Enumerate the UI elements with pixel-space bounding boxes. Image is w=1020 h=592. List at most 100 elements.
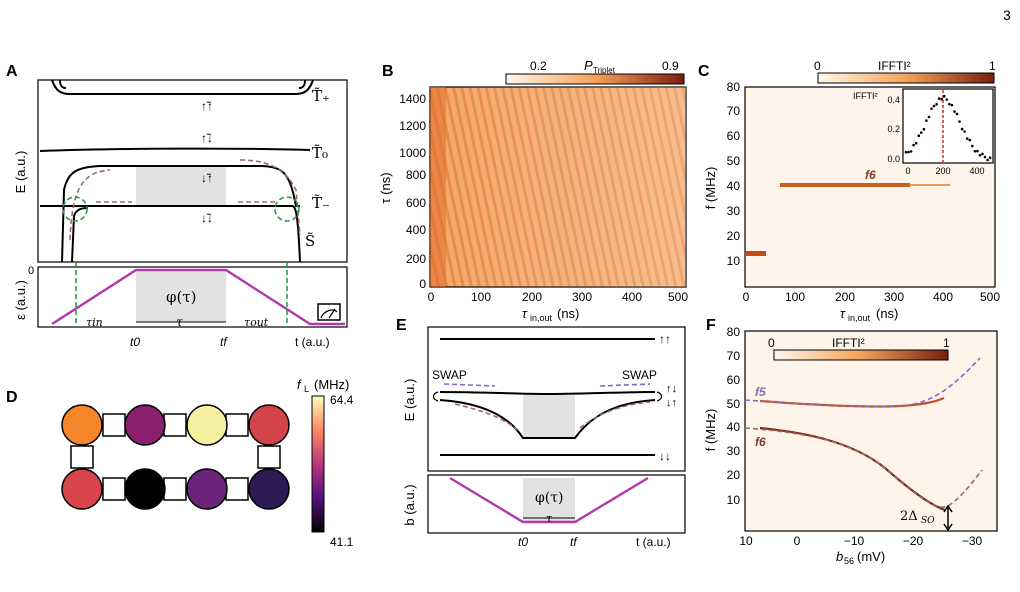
delta-sub: SO <box>921 516 935 526</box>
colorbar-f-label: IFFTI² <box>832 336 865 350</box>
xlabel-f-unit: (mV) <box>857 549 885 564</box>
colorbar-f <box>773 349 949 361</box>
panel-label-f: F <box>706 317 716 334</box>
ytick-c-40: 40 <box>727 179 741 193</box>
low-freq-band <box>746 251 766 256</box>
t0-label: t0 <box>130 335 140 349</box>
f6-line <box>780 183 910 187</box>
barrier <box>257 445 281 469</box>
colorbar-d-label: f <box>297 377 302 392</box>
xticks-b: 0 100 200 300 400 500 <box>428 290 689 304</box>
delta-label: 2Δ <box>900 509 918 524</box>
panel-label-c: C <box>698 63 710 80</box>
inset-point <box>945 98 949 101</box>
anticrossing-right <box>274 196 300 222</box>
panel-label-e: E <box>396 317 407 334</box>
ylabel-b: τ (ns) <box>378 172 393 203</box>
inset-point <box>968 138 972 142</box>
barrier <box>163 413 187 437</box>
level-mixed-upper <box>439 391 656 396</box>
adiabatic-path-e <box>454 401 651 431</box>
level-tplus-stub-left <box>59 79 67 89</box>
inset-xticks: 0 200 400 <box>905 166 984 176</box>
ytick-b-0: 0 <box>419 277 426 291</box>
level-tplus <box>51 79 314 95</box>
inset-ytick-1: 0.2 <box>887 124 900 134</box>
dot-top-3 <box>186 404 228 446</box>
level-tminus <box>40 205 301 263</box>
panel-a: A E (a.u.) T̃₊ T̃₀ T̃₋ S̃ ↑̃↑ ↑̃↓ ↓̃↑ ↓̃… <box>6 63 348 349</box>
inset-point <box>965 137 969 140</box>
pulse-phase-region-e <box>523 478 575 522</box>
t-axis-label-e: t (a.u.) <box>636 535 671 549</box>
ytick-c-50: 50 <box>727 154 741 168</box>
xtick-f-0: 0 <box>794 534 801 548</box>
label-s: S̃ <box>305 232 315 250</box>
inset-point <box>963 130 966 133</box>
ytick-b-4: 800 <box>406 168 426 182</box>
xtick-f-10: 10 <box>739 534 753 548</box>
ytick-f-80: 80 <box>727 325 741 339</box>
swap-bracket-right <box>656 391 663 402</box>
ytick-f-40: 40 <box>727 420 741 434</box>
colorbar-d <box>311 395 325 533</box>
swap-arrow-left <box>443 383 496 387</box>
inset-xtick-0: 0 <box>905 166 910 176</box>
xtick-b-4: 400 <box>622 290 642 304</box>
level-tplus-stub-right <box>298 79 306 89</box>
inset-point <box>971 144 974 148</box>
inset-point <box>943 94 946 98</box>
inset-point <box>909 150 913 153</box>
arrow-label-4: ↓̃↓ <box>201 211 213 225</box>
ytick-c-70: 70 <box>727 104 741 118</box>
xlabel-f-sub: 56 <box>844 556 854 566</box>
t-axis-label: t (a.u.) <box>295 335 330 349</box>
heatmap-b-fade <box>430 87 686 287</box>
inset-point <box>922 127 926 131</box>
quantum-dot-array <box>61 404 290 510</box>
colorbar-d-unit: (MHz) <box>314 377 349 392</box>
level-s-left <box>71 207 89 263</box>
meter-icon <box>317 303 341 321</box>
f6-label-f: f6 <box>755 435 766 449</box>
eps-pulse <box>51 268 345 326</box>
ytick-f-10: 10 <box>727 493 741 507</box>
pulse-plot-frame-e <box>427 474 686 534</box>
xticks-f: 10 0 −10 −20 −30 <box>739 534 982 548</box>
xtick-c-3: 300 <box>884 290 904 304</box>
inset-xtick-2: 400 <box>969 166 984 176</box>
phase-region <box>136 166 226 206</box>
xlabel-f: b <box>836 549 843 564</box>
barrier <box>70 445 94 469</box>
barrier <box>225 477 249 501</box>
dot-top-4 <box>248 404 290 446</box>
colorbar-b <box>505 73 685 85</box>
xtick-f-m20: −20 <box>903 534 924 548</box>
tf-label: tf <box>220 335 228 349</box>
inset-ytick-2: 0.4 <box>887 95 900 105</box>
tau-label-e: τ <box>546 512 553 525</box>
inset-c <box>902 88 994 164</box>
panel-label-a: A <box>6 63 18 80</box>
inset-point <box>948 102 951 106</box>
ytick-b-1: 200 <box>406 252 426 266</box>
inset-point <box>983 155 987 159</box>
inset-point <box>958 120 961 123</box>
swap-bracket-left <box>432 391 439 402</box>
level-upper-curve <box>61 165 300 263</box>
xlabel-c: τ <box>840 306 846 321</box>
label-t0: T̃₀ <box>312 144 328 162</box>
ytick-b-3: 600 <box>406 196 426 210</box>
xlabel-b-unit: (ns) <box>557 306 579 321</box>
inset-point <box>912 143 915 147</box>
xlabel-c-unit: (ns) <box>876 306 898 321</box>
energy-plot-frame <box>37 79 348 263</box>
level-t0 <box>39 147 311 152</box>
inset-point <box>914 141 918 145</box>
inset-point <box>955 112 959 116</box>
inset-point <box>988 156 992 159</box>
xtick-c-1: 100 <box>785 290 805 304</box>
colorbar-d-sub: L <box>304 384 309 394</box>
f6-label-c: f6 <box>865 168 876 182</box>
energy-ylabel: E (a.u.) <box>13 151 28 194</box>
